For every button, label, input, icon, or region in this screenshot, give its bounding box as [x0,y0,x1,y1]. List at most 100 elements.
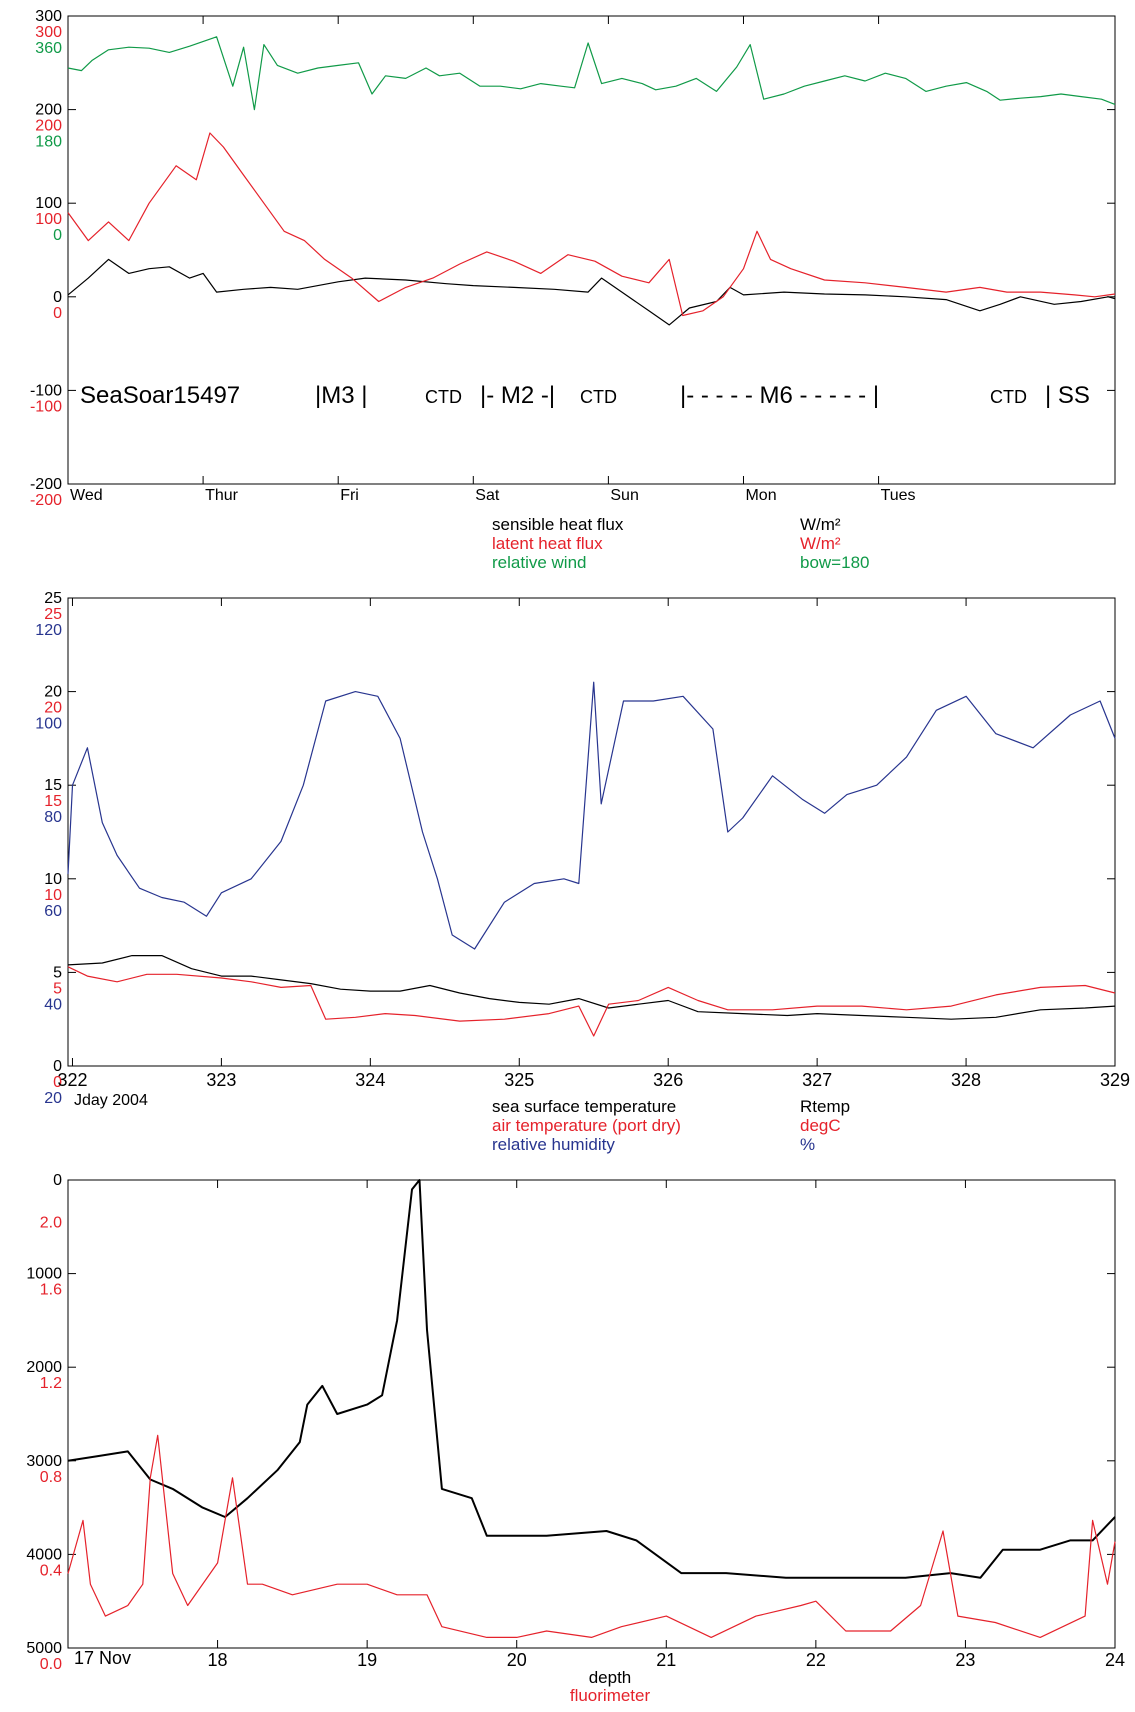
c1-annotation-5: |- - - - - M6 - - - - - | [680,382,879,409]
c1-ytick-3-0: 0 [53,289,62,306]
c2-legend-unit-1: degC [800,1116,841,1135]
c3-ytick-6-1: 0.0 [40,1656,62,1673]
c2-ytick-5-2: 20 [44,1090,62,1107]
c2-xtick-label-7: 329 [1100,1070,1130,1090]
plot-frame-2 [67,597,1116,1067]
c3-xstart-label: 17 Nov [74,1648,131,1668]
c3-xtick-label-4: 22 [806,1650,826,1670]
c2-legend-label-0: sea surface temperature [492,1097,676,1116]
c1-series-red-line [67,132,1116,317]
c2-xtick-label-3: 325 [504,1070,534,1090]
c3-ytick-1-1: 2.0 [40,1215,62,1232]
c1-xtick-label-1: Thur [205,487,239,504]
c2-ytick-2-0: 15 [44,777,62,794]
c2-ytick-2-2: 80 [44,809,62,826]
c2-legend-unit-0: Rtemp [800,1097,850,1116]
c2-xtick-label-2: 324 [355,1070,385,1090]
c1-xtick-label-5: Mon [745,487,776,504]
c2-ytick-1-0: 20 [44,684,62,701]
c1-xtick-label-6: Tues [881,487,916,504]
c3-series-fluorimeter-line [67,1434,1116,1639]
c1-ytick-2-1: 100 [35,211,62,228]
c2-ytick-3-2: 60 [44,903,62,920]
plot-frame-1 [67,15,1116,485]
c2-ytick-3-1: 10 [44,887,62,904]
c1-xtick-label-4: Sun [610,487,638,504]
c3-ytick-6-0: 5000 [26,1640,62,1657]
c3-xtick-label-6: 24 [1105,1650,1125,1670]
c2-ytick-5-0: 0 [53,1058,62,1075]
c3-ytick-5-0: 4000 [26,1546,62,1563]
c1-xtick-label-3: Sat [475,487,500,504]
c1-ytick-1-1: 200 [35,118,62,135]
c2-legend-unit-2: % [800,1135,815,1154]
c2-ytick-0-2: 120 [35,622,62,639]
c1-xtick-label-0: Wed [70,487,103,504]
c1-xtick-label-2: Fri [340,487,359,504]
c1-series-black-line [67,258,1116,326]
c2-xtick-label-4: 326 [653,1070,683,1090]
c2-series-blue-line [67,681,1116,950]
c2-ytick-1-2: 100 [35,716,62,733]
c3-ytick-3-1: 1.2 [40,1375,62,1392]
c1-ytick-1-2: 180 [35,134,62,151]
c2-ytick-3-0: 10 [44,871,62,888]
c2-ytick-5-1: 0 [53,1074,62,1091]
c3-xtick-label-0: 18 [208,1650,228,1670]
c1-legend-label-0: sensible heat flux [492,515,624,534]
c1-ytick-5-1: -200 [30,492,62,509]
c2-ytick-0-1: 25 [44,606,62,623]
c3-xtick-label-1: 19 [357,1650,377,1670]
c1-annotation-7: | SS [1045,382,1090,409]
c1-annotation-4: CTD [580,387,617,407]
c2-xtick-label-0: 322 [57,1070,87,1090]
c3-ytick-4-1: 0.8 [40,1469,62,1486]
c2-xlabel: Jday 2004 [74,1092,148,1109]
c2-ytick-1-1: 20 [44,700,62,717]
c3-ytick-2-1: 1.6 [40,1282,62,1299]
c1-ytick-4-0: -100 [30,382,62,399]
c1-legend-label-2: relative wind [492,553,587,572]
c1-ytick-0-1: 300 [35,24,62,41]
c3-xtick-label-5: 23 [955,1650,975,1670]
c2-ytick-2-1: 15 [44,793,62,810]
plot-frame-3 [67,1179,1116,1649]
c3-series-depth-line [67,1179,1116,1579]
c1-ytick-2-0: 100 [35,195,62,212]
c3-ytick-0-0: 0 [53,1172,62,1189]
c1-annotation-0: SeaSoar15497 [80,382,240,409]
c3-ytick-4-0: 3000 [26,1453,62,1470]
c3-ytick-2-0: 1000 [26,1266,62,1283]
c2-ytick-4-1: 5 [53,980,62,997]
c1-ytick-2-2: 0 [53,227,62,244]
c1-legend-unit-2: bow=180 [800,553,869,572]
c3-ytick-3-0: 2000 [26,1359,62,1376]
c1-legend-unit-0: W/m² [800,515,841,534]
c1-annotation-6: CTD [990,387,1027,407]
c1-ytick-0-2: 360 [35,40,62,57]
c2-series-red-line [67,966,1116,1037]
c1-ytick-0-0: 300 [35,8,62,25]
c2-xtick-label-5: 327 [802,1070,832,1090]
c1-legend-label-1: latent heat flux [492,534,603,553]
c2-ytick-4-2: 40 [44,996,62,1013]
c1-annotation-1: |M3 | [315,382,367,409]
c1-annotation-2: CTD [425,387,462,407]
c1-ytick-3-1: 0 [53,305,62,322]
c1-legend-unit-1: W/m² [800,534,841,553]
c2-legend-label-2: relative humidity [492,1135,615,1154]
c2-ytick-4-0: 5 [53,964,62,981]
c3-xtick-label-3: 21 [656,1650,676,1670]
c1-ytick-1-0: 200 [35,102,62,119]
c2-xtick-label-1: 323 [206,1070,236,1090]
c1-ytick-4-1: -100 [30,398,62,415]
c3-legend-label-1: fluorimeter [570,1686,651,1705]
c3-ytick-5-1: 0.4 [40,1562,62,1579]
c1-annotation-3: |- M2 -| [480,382,555,409]
c2-xtick-label-6: 328 [951,1070,981,1090]
c2-legend-label-1: air temperature (port dry) [492,1116,681,1135]
c2-series-black-line [67,954,1116,1020]
c3-xtick-label-2: 20 [507,1650,527,1670]
c3-legend-label-0: depth [589,1668,632,1687]
